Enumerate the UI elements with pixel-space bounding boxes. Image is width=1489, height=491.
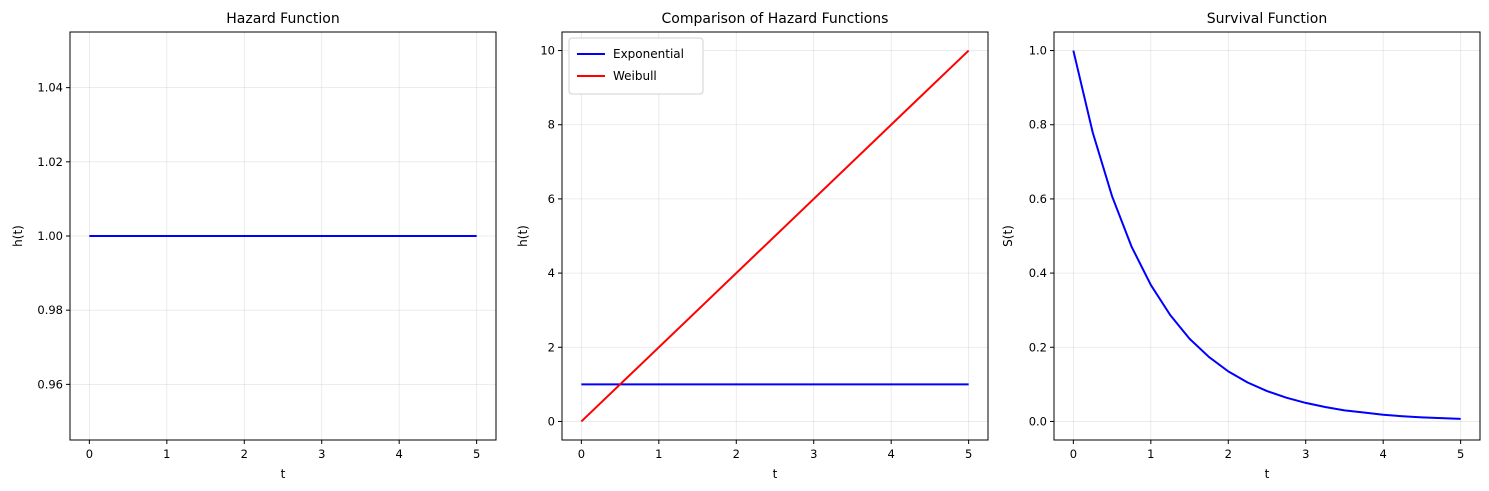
y-tick-label: 0.2 (1029, 340, 1047, 354)
y-tick-label: 1.00 (37, 229, 63, 243)
x-axis-label: t (1265, 467, 1270, 481)
subplot-1: 0 1 2 3 4 5 0.96 0.98 1.00 1.02 1.04 Hazard Functio… (11, 11, 497, 481)
x-tick-label: 5 (965, 447, 972, 461)
subplot-2: 0 1 2 3 4 5 0 2 4 6 8 10 Comparison of Hazard Functi… (516, 11, 989, 481)
axes-frame (561, 31, 989, 441)
y-tick-label: 0.4 (1029, 266, 1047, 280)
x-tick-label: 4 (396, 447, 403, 461)
x-tick-label: 4 (1380, 447, 1387, 461)
y-tick-label: 1.0 (1029, 44, 1047, 58)
series-line-1 (1072, 50, 1461, 420)
x-tick-label: 0 (1070, 447, 1077, 461)
legend: Exponential Weibull (568, 37, 704, 95)
x-tick-label: 0 (578, 447, 585, 461)
y-axis-label: h(t) (11, 225, 25, 247)
x-tick-label: 3 (1302, 447, 1309, 461)
x-tick-label: 2 (733, 447, 740, 461)
axes-frame (1053, 31, 1481, 441)
x-axis-label: t (773, 467, 778, 481)
y-tick-label: 0.98 (37, 303, 63, 317)
y-tick-label: 0.96 (37, 377, 63, 391)
y-axis-label: S(t) (1001, 225, 1015, 247)
chart-title: Hazard Function (226, 11, 339, 27)
chart-title: Survival Function (1207, 11, 1327, 27)
y-tick-label: 6 (548, 192, 555, 206)
y-tick-label: 10 (540, 44, 555, 58)
y-tick-label: 4 (548, 266, 555, 280)
legend-label: Exponential (613, 47, 684, 61)
y-tick-label: 0.6 (1029, 192, 1047, 206)
y-tick-label: 0 (548, 414, 555, 428)
x-tick-label: 0 (86, 447, 93, 461)
y-tick-label: 0.8 (1029, 118, 1047, 132)
y-tick-label: 2 (548, 340, 555, 354)
x-tick-label: 1 (1147, 447, 1154, 461)
x-tick-label: 5 (1457, 447, 1464, 461)
legend-box (568, 37, 704, 95)
x-tick-label: 2 (1225, 447, 1232, 461)
subplot-3: 0 1 2 3 4 5 0.0 0.2 0.4 0.6 0.8 1.0 Survival Functio… (1001, 11, 1481, 481)
y-tick-label: 1.02 (37, 155, 63, 169)
x-tick-label: 1 (655, 447, 662, 461)
y-axis-label: h(t) (516, 225, 530, 247)
chart-title: Comparison of Hazard Functions (662, 11, 889, 27)
legend-label: Weibull (613, 69, 657, 83)
x-tick-label: 3 (810, 447, 817, 461)
y-tick-label: 8 (548, 118, 555, 132)
x-tick-label: 5 (473, 447, 480, 461)
x-axis-label: t (281, 467, 286, 481)
y-tick-label: 1.04 (37, 81, 63, 95)
y-tick-label: 0.0 (1029, 414, 1047, 428)
x-tick-label: 3 (318, 447, 325, 461)
x-tick-label: 1 (163, 447, 170, 461)
x-tick-label: 4 (888, 447, 895, 461)
series-line-weibull (580, 49, 970, 423)
x-tick-label: 2 (241, 447, 248, 461)
